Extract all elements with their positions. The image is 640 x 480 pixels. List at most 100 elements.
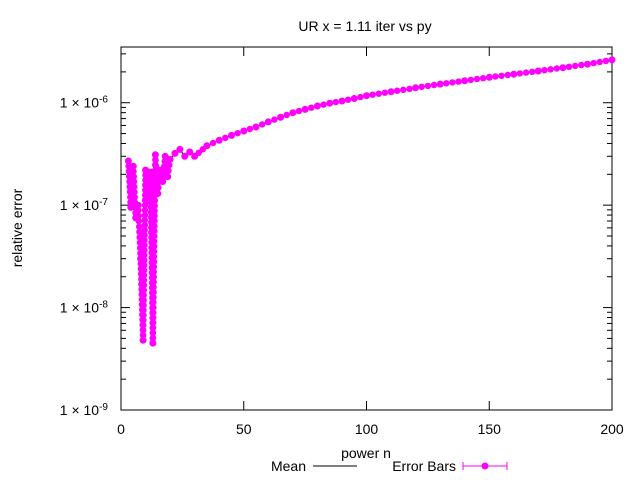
error-bar-point xyxy=(473,75,481,83)
data-point xyxy=(129,162,137,170)
error-bar-point xyxy=(135,218,143,225)
error-bar-point xyxy=(141,257,148,264)
error-bar-point xyxy=(130,173,137,180)
error-bar-point xyxy=(141,262,148,269)
data-point xyxy=(412,84,420,92)
data-point xyxy=(154,190,162,197)
data-point xyxy=(534,67,542,75)
error-bar-point xyxy=(344,96,352,103)
error-bar-point xyxy=(151,207,158,214)
error-bar-point xyxy=(141,211,149,219)
error-bar-point xyxy=(140,322,147,329)
error-bar-point xyxy=(565,63,573,70)
data-point xyxy=(252,123,260,131)
data-point xyxy=(181,152,189,160)
legend-label-mean: Mean xyxy=(271,458,306,474)
error-bar-point xyxy=(259,121,266,128)
error-bar-point xyxy=(141,206,149,214)
error-bar-point xyxy=(295,107,303,115)
error-bar-point xyxy=(131,183,138,191)
y-tick-label: 1 × 10-7 xyxy=(60,197,109,214)
legend-label-error-bars: Error Bars xyxy=(392,458,456,474)
error-bar-point xyxy=(140,317,147,324)
error-bar-point xyxy=(553,65,560,72)
error-bar-point xyxy=(150,273,157,281)
error-bar-point xyxy=(150,289,157,296)
error-bar-point xyxy=(130,178,138,185)
error-bar-point xyxy=(332,98,339,106)
error-bar-point xyxy=(424,82,432,90)
x-tick-label: 200 xyxy=(600,421,624,437)
legend: Mean Error Bars xyxy=(271,458,508,474)
error-bar-point xyxy=(150,258,158,265)
error-bar-point xyxy=(141,221,148,229)
data-point xyxy=(166,155,174,163)
error-bar-point xyxy=(151,222,158,230)
error-bar-point xyxy=(149,324,157,331)
error-bar-point xyxy=(596,58,603,66)
y-axis-label: relative error xyxy=(9,188,25,267)
error-bar-point xyxy=(443,80,450,87)
data-point xyxy=(277,113,285,121)
x-tick-label: 0 xyxy=(117,421,125,437)
error-bar-point xyxy=(320,101,327,108)
error-bar-point xyxy=(151,233,158,240)
data-point xyxy=(264,118,272,126)
data-point xyxy=(338,97,346,105)
data-point xyxy=(350,95,358,102)
error-bar-point xyxy=(222,134,229,141)
data-point xyxy=(164,173,172,181)
error-bar-point xyxy=(234,130,241,137)
error-bar-point xyxy=(357,93,364,101)
data-point xyxy=(159,178,167,185)
error-bar-point xyxy=(498,72,505,80)
legend-swatch-error-bars xyxy=(462,462,508,470)
error-bar-point xyxy=(140,327,147,334)
error-bar-point xyxy=(151,227,158,235)
error-bar-point xyxy=(504,71,511,79)
error-bar-point xyxy=(541,67,548,74)
error-bar-point xyxy=(246,125,254,133)
error-bar-point xyxy=(150,268,157,276)
data-point xyxy=(124,157,132,165)
data-point xyxy=(363,92,370,100)
error-bar-point xyxy=(151,217,158,225)
error-bar-point xyxy=(529,68,536,76)
series-mean-line xyxy=(127,59,613,344)
y-axis: 1 × 10-9 1 × 10-8 1 × 10-7 1 × 10-6 xyxy=(60,53,612,418)
error-bar-point xyxy=(140,272,148,279)
x-axis: 0 50 100 150 200 xyxy=(117,47,624,437)
data-point xyxy=(559,64,567,72)
error-bar-point xyxy=(522,69,530,76)
error-bar-point xyxy=(140,267,148,274)
error-bar-point xyxy=(150,248,158,255)
error-bar-point xyxy=(150,299,157,306)
error-bar-point xyxy=(418,83,425,91)
error-bar-point xyxy=(131,188,138,196)
error-bar-point xyxy=(135,212,142,220)
error-bar-point xyxy=(151,197,158,204)
error-bar-point xyxy=(150,263,158,270)
data-point xyxy=(461,77,469,85)
error-bar-point xyxy=(209,139,217,147)
data-point xyxy=(151,151,159,159)
y-tick-label: 1 × 10-8 xyxy=(60,299,109,316)
error-bar-point xyxy=(140,282,148,289)
error-bar-point xyxy=(141,236,148,244)
data-point xyxy=(289,109,297,117)
error-bar-point xyxy=(449,79,456,86)
error-bar-point xyxy=(271,116,278,123)
data-point xyxy=(134,201,142,209)
error-bar-point xyxy=(455,78,462,85)
x-axis-label: power n xyxy=(341,445,391,461)
error-bar-point xyxy=(141,246,148,254)
plot-frame xyxy=(120,46,613,411)
error-bar-point xyxy=(430,81,438,89)
error-bar-point xyxy=(381,89,389,96)
error-bar-point xyxy=(150,314,157,321)
error-bar-point xyxy=(136,228,143,236)
error-bar-point xyxy=(150,294,157,301)
error-bar-point xyxy=(140,307,147,314)
x-tick-label: 150 xyxy=(478,421,502,437)
